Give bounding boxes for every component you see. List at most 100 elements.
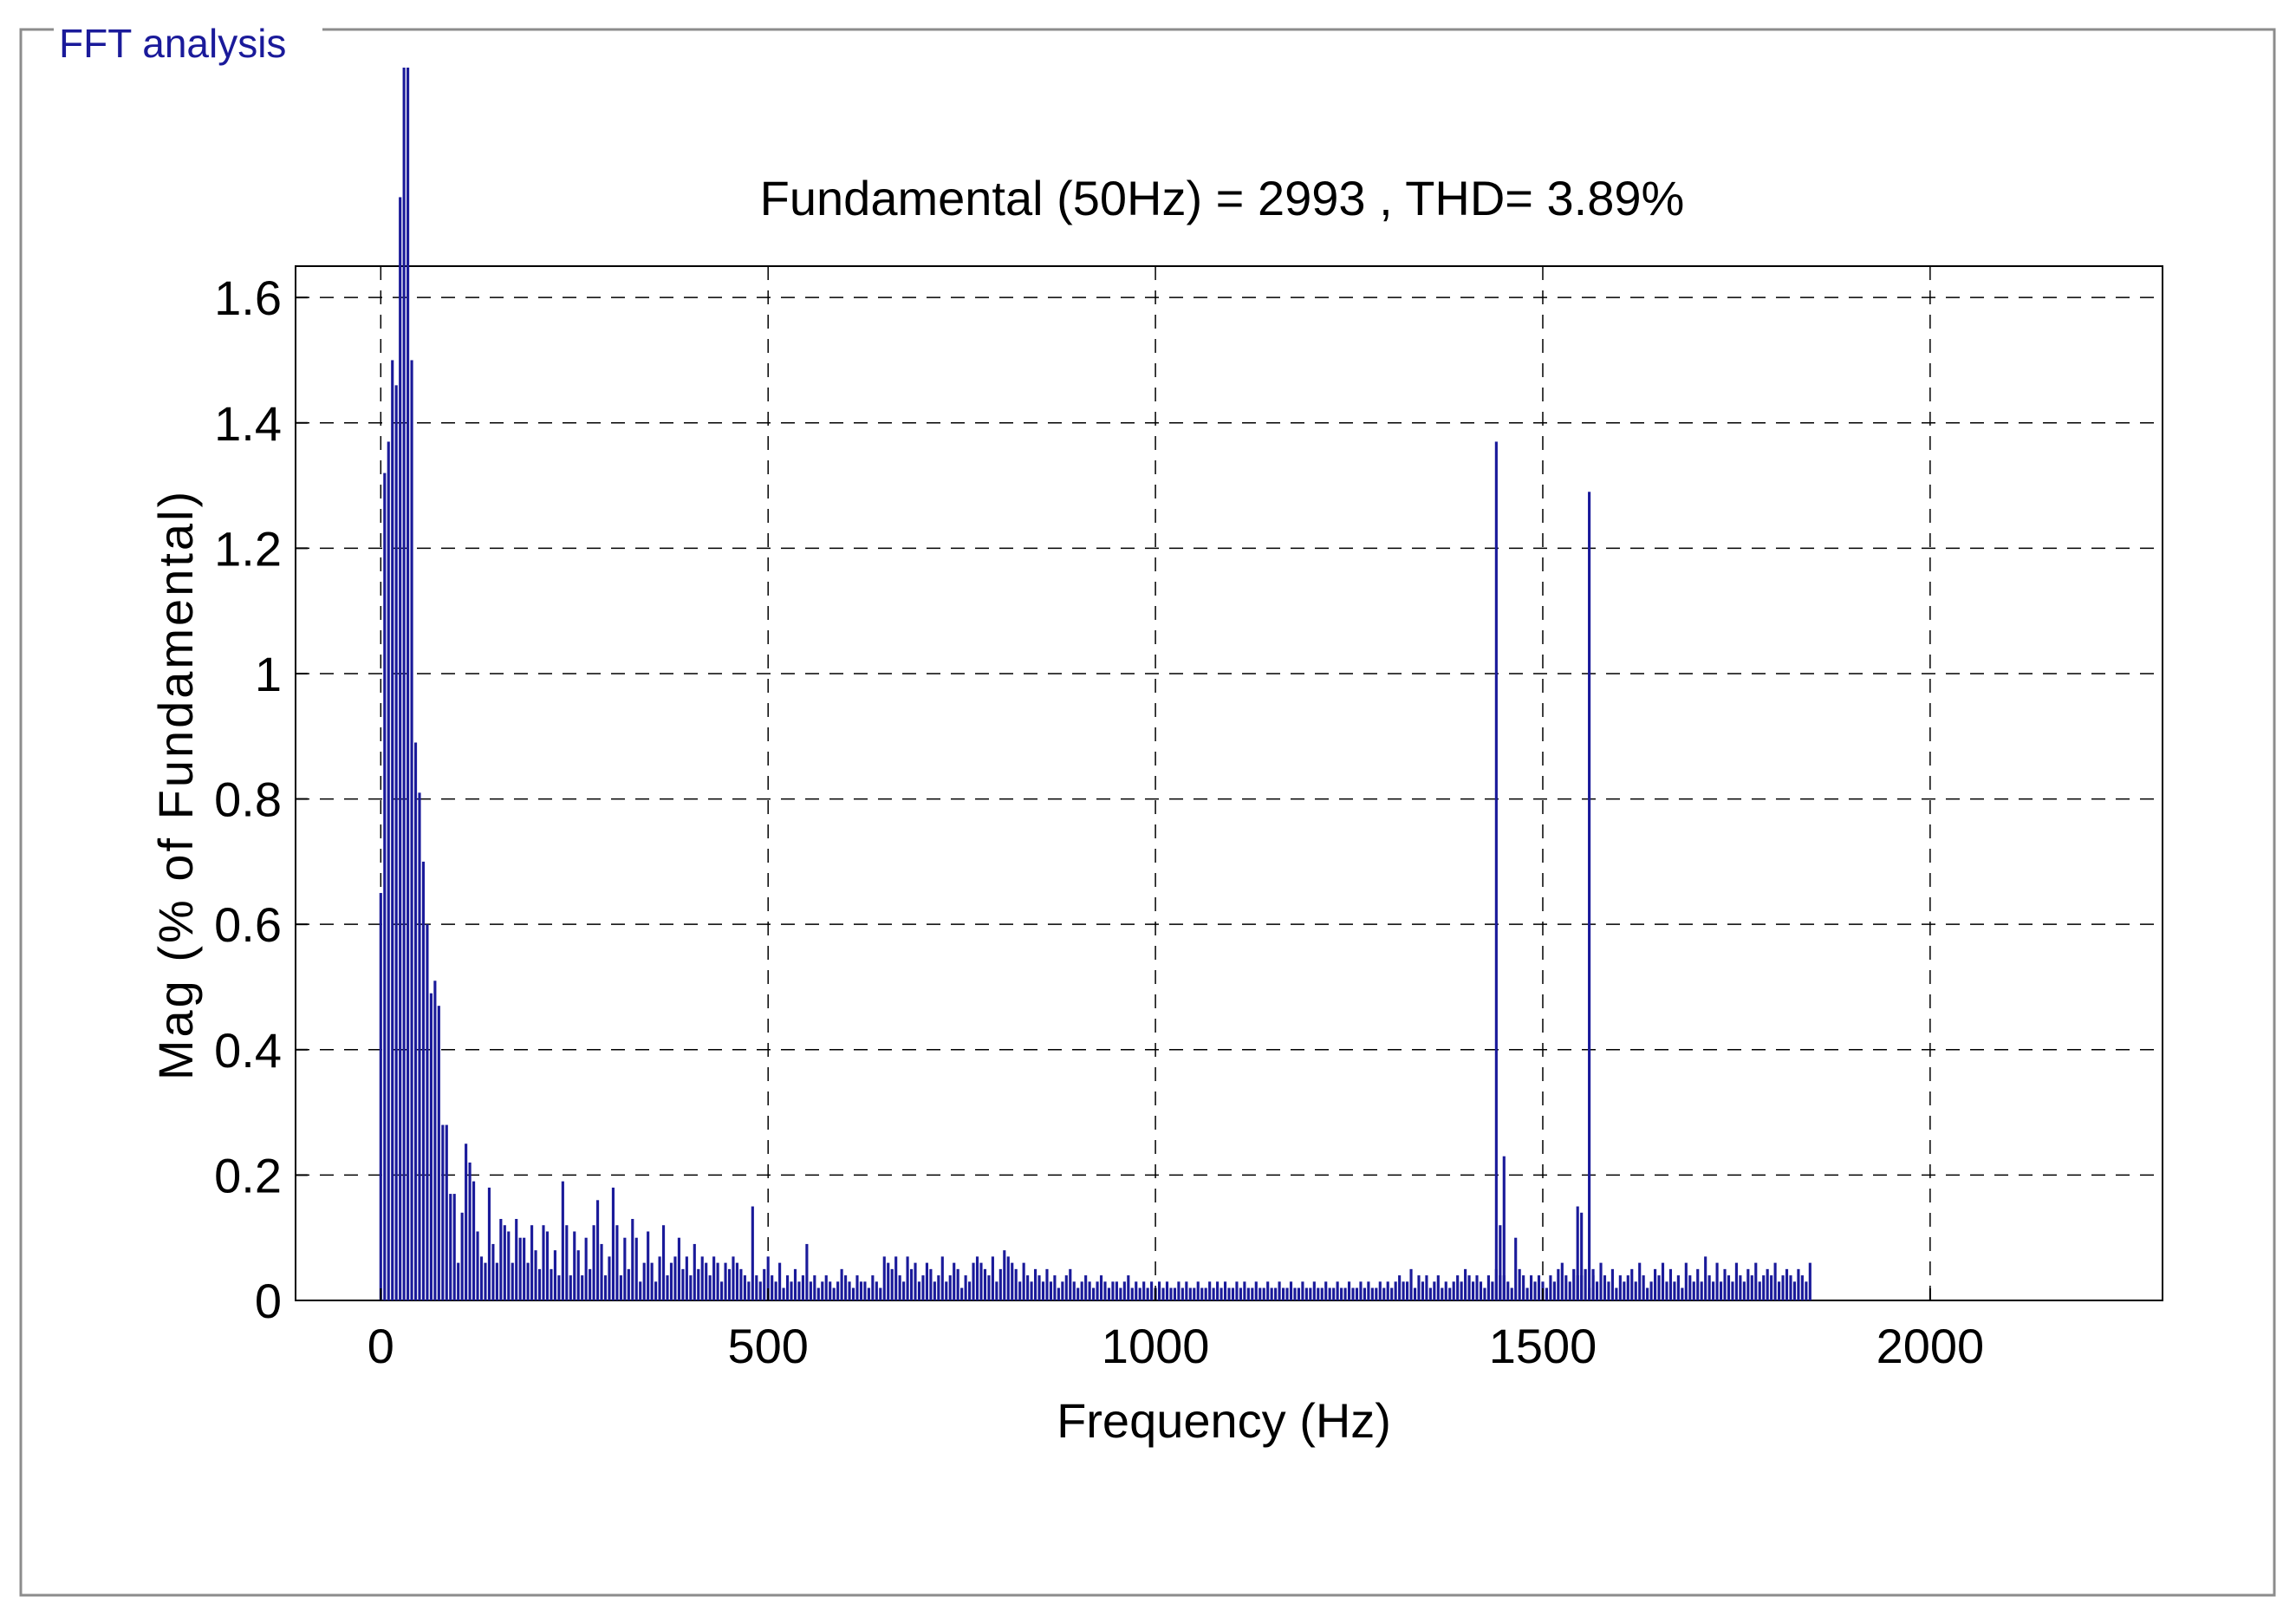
spectrum-bar: [1375, 1287, 1378, 1300]
spectrum-bar: [1363, 1287, 1366, 1300]
spectrum-bar: [816, 1287, 820, 1300]
spectrum-bar: [1041, 1281, 1045, 1300]
spectrum-bar: [983, 1268, 987, 1300]
spectrum-bar: [1285, 1287, 1289, 1300]
spectrum-bar: [550, 1268, 553, 1300]
spectrum-bar: [875, 1281, 878, 1300]
x-tick-label: 1500: [1489, 1319, 1597, 1373]
spectrum-bar: [987, 1275, 991, 1300]
spectrum-bar: [968, 1281, 972, 1300]
spectrum-bar: [1018, 1281, 1022, 1300]
y-tick-label: 1.6: [214, 270, 282, 325]
spectrum-bar: [1135, 1281, 1138, 1300]
spectrum-bar: [1719, 1281, 1723, 1300]
spectrum-bar: [460, 1212, 464, 1300]
spectrum-bar: [793, 1268, 797, 1300]
spectrum-bar: [1235, 1281, 1239, 1300]
spectrum-bar: [1014, 1268, 1018, 1300]
spectrum-bar: [1231, 1287, 1235, 1300]
spectrum-bar: [1494, 441, 1498, 1300]
spectrum-bar: [1115, 1281, 1118, 1300]
spectrum-bar: [689, 1275, 693, 1300]
spectrum-bar: [1428, 1287, 1432, 1300]
spectrum-bar: [1193, 1287, 1196, 1300]
spectrum-bar: [1026, 1275, 1030, 1300]
spectrum-bar: [937, 1275, 940, 1300]
spectrum-bar: [1382, 1287, 1386, 1300]
spectrum-bar: [1011, 1262, 1014, 1300]
spectrum-bar: [712, 1256, 716, 1300]
spectrum-bar: [1707, 1275, 1711, 1300]
spectrum-bar: [654, 1281, 658, 1300]
spectrum-bar: [1181, 1287, 1184, 1300]
spectrum-bar: [476, 1231, 479, 1300]
spectrum-bar: [821, 1281, 824, 1300]
spectrum-bar: [735, 1262, 739, 1300]
spectrum-bar: [940, 1256, 944, 1300]
spectrum-bar: [1723, 1268, 1727, 1300]
spectrum-bar: [1347, 1281, 1351, 1300]
spectrum-bar: [1138, 1287, 1141, 1300]
spectrum-bar: [1460, 1281, 1463, 1300]
spectrum-bar: [771, 1275, 774, 1300]
spectrum-bar: [1216, 1281, 1220, 1300]
spectrum-bar: [495, 1262, 498, 1300]
spectrum-bar: [1394, 1281, 1397, 1300]
spectrum-bar: [1080, 1281, 1083, 1300]
spectrum-bar: [603, 1275, 608, 1300]
spectrum-bar: [1673, 1281, 1676, 1300]
spectrum-bar: [487, 1187, 491, 1300]
spectrum-bar: [909, 1268, 914, 1300]
spectrum-bar: [1212, 1287, 1215, 1300]
spectrum-bar: [589, 1268, 592, 1300]
spectrum-bar: [1332, 1287, 1336, 1300]
spectrum-bar: [697, 1268, 700, 1300]
spectrum-bar: [1634, 1281, 1637, 1300]
spectrum-bar: [1441, 1287, 1444, 1300]
spectrum-bar: [1223, 1281, 1227, 1300]
spectrum-bar: [666, 1275, 669, 1300]
spectrum-bar: [1805, 1281, 1808, 1300]
spectrum-bar: [1297, 1287, 1301, 1300]
spectrum-bar: [1808, 1262, 1811, 1300]
spectrum-bar: [1623, 1281, 1626, 1300]
spectrum-bar: [1351, 1287, 1355, 1300]
spectrum-bar: [1312, 1281, 1316, 1300]
spectrum-bar: [445, 1124, 448, 1300]
spectrum-bar: [1127, 1275, 1130, 1300]
spectrum-bar: [1789, 1275, 1792, 1300]
spectrum-bar: [867, 1287, 870, 1300]
spectrum-bar: [421, 861, 426, 1300]
spectrum-bar: [1591, 1268, 1595, 1300]
spectrum-bar: [1340, 1287, 1343, 1300]
spectrum-bar: [1317, 1287, 1320, 1300]
spectrum-bar: [948, 1275, 952, 1300]
spectrum-bar: [518, 1237, 522, 1300]
spectrum-bar: [1537, 1275, 1541, 1300]
spectrum-bar: [658, 1256, 661, 1300]
spectrum-bar: [394, 385, 398, 1301]
spectrum-bar: [596, 1200, 600, 1300]
spectrum-bar: [611, 1187, 615, 1300]
spectrum-bar: [960, 1287, 964, 1300]
spectrum-bar: [1378, 1281, 1382, 1300]
spectrum-bar: [413, 742, 418, 1300]
spectrum-bar: [677, 1237, 680, 1300]
spectrum-bar: [1626, 1275, 1629, 1300]
spectrum-bar: [805, 1243, 809, 1300]
spectrum-bar: [673, 1256, 677, 1300]
spectrum-bar: [1668, 1268, 1673, 1300]
spectrum-bar: [1715, 1262, 1719, 1300]
spectrum-bar: [1386, 1281, 1389, 1300]
spectrum-bar: [600, 1243, 603, 1300]
spectrum-bar: [1746, 1268, 1750, 1300]
spectrum-bar: [953, 1262, 956, 1300]
spectrum-bar: [1499, 1225, 1502, 1300]
spectrum-bar: [1564, 1275, 1568, 1300]
spectrum-bar: [964, 1275, 967, 1300]
spectrum-bar: [1657, 1275, 1661, 1300]
spectrum-bar: [685, 1256, 688, 1300]
spectrum-bar: [739, 1268, 743, 1300]
spectrum-bar: [708, 1275, 712, 1300]
